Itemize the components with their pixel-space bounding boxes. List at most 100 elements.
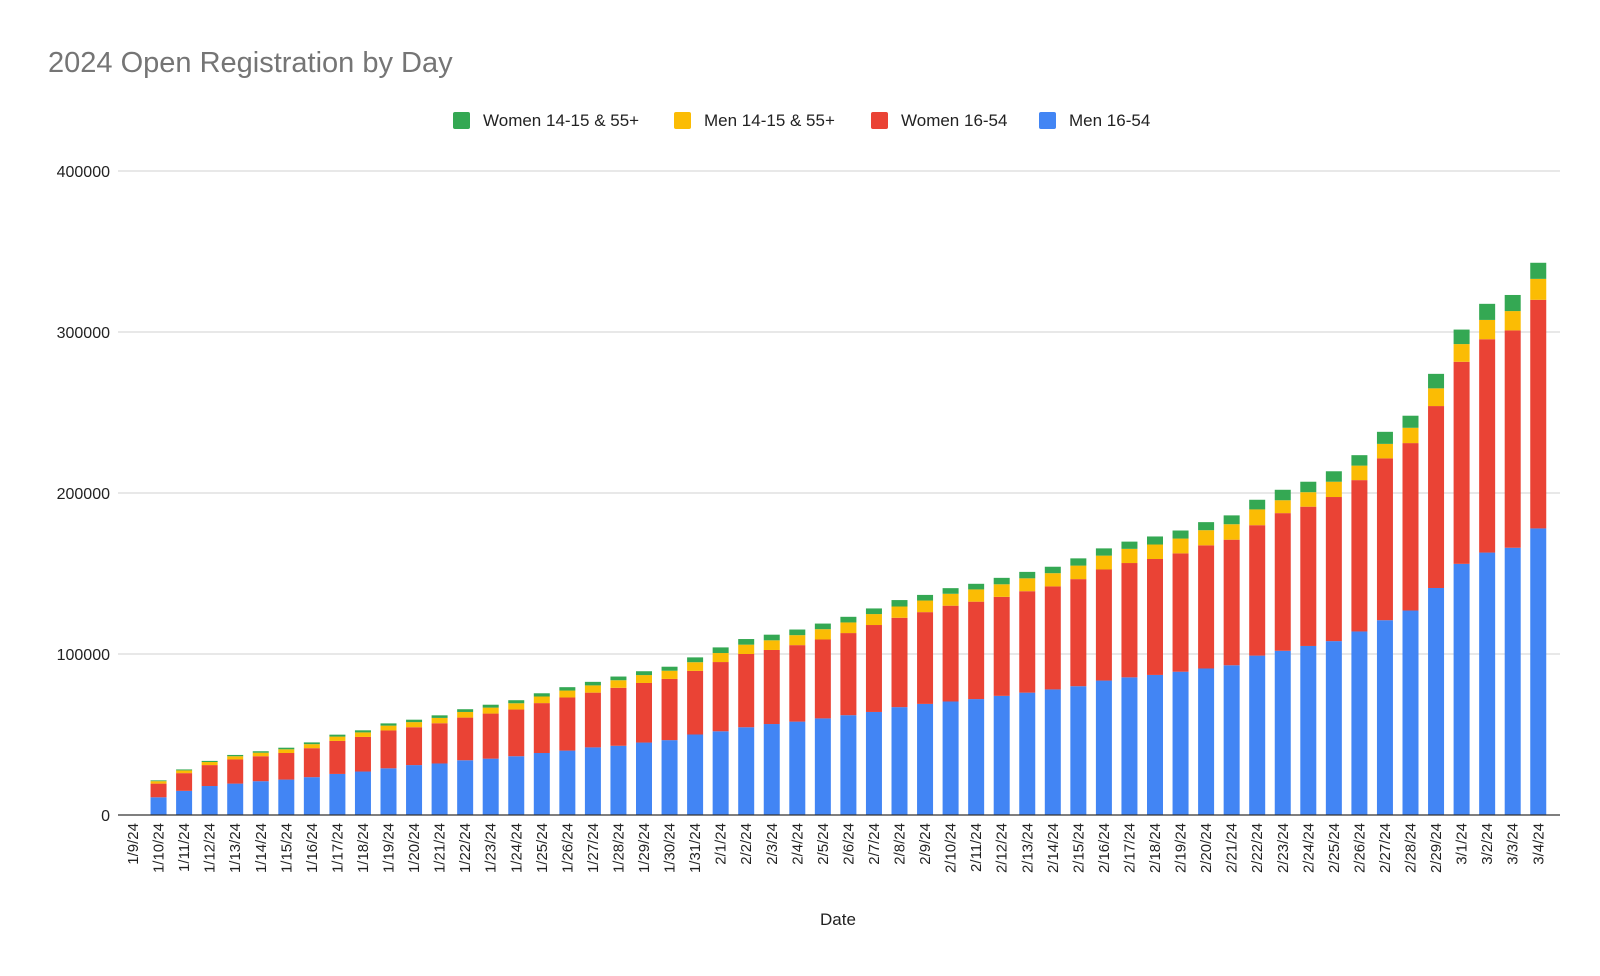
bar-men-14-15-55 xyxy=(1249,509,1266,526)
bar-women-16-54 xyxy=(917,612,934,704)
bar-women-16-54 xyxy=(584,692,601,748)
bar-men-14-15-55 xyxy=(993,584,1010,597)
bar-men-16-54 xyxy=(1223,665,1240,815)
bar-men-14-15-55 xyxy=(329,736,346,741)
bar-women-14-15-55 xyxy=(431,715,448,718)
x-tick-label: 2/27/24 xyxy=(1377,823,1394,873)
x-tick-label: 1/12/24 xyxy=(202,823,219,873)
bar-women-14-15-55 xyxy=(457,709,474,712)
bar-women-16-54 xyxy=(1504,330,1521,548)
bar-women-14-15-55 xyxy=(789,629,806,636)
bar-women-16-54 xyxy=(1172,553,1189,672)
bar-men-16-54 xyxy=(1249,655,1266,815)
bar-men-14-15-55 xyxy=(201,762,218,766)
bar-women-16-54 xyxy=(1249,525,1266,656)
bar-men-16-54 xyxy=(1402,610,1419,815)
x-tick-label: 1/14/24 xyxy=(253,823,270,873)
bar-men-16-54 xyxy=(1044,689,1061,815)
x-tick-label: 1/31/24 xyxy=(687,823,704,873)
x-tick-label: 1/28/24 xyxy=(610,823,627,873)
bar-men-16-54 xyxy=(584,747,601,815)
bar-men-16-54 xyxy=(1147,674,1163,815)
bar-women-14-15-55 xyxy=(1095,548,1112,556)
bar-women-14-15-55 xyxy=(1376,431,1393,444)
x-tick-label: 1/9/24 xyxy=(125,823,142,865)
bar-men-14-15-55 xyxy=(431,717,448,724)
bar-men-16-54 xyxy=(227,783,244,815)
bar-women-16-54 xyxy=(763,649,780,725)
bar-men-14-15-55 xyxy=(1428,388,1445,407)
bar-men-14-15-55 xyxy=(917,600,934,613)
bar-men-16-54 xyxy=(1530,528,1547,815)
x-tick-label: 1/25/24 xyxy=(534,823,551,873)
bar-women-14-15-55 xyxy=(406,719,423,723)
x-tick-label: 2/26/24 xyxy=(1351,823,1368,873)
legend-label-men-16-54: Men 16-54 xyxy=(1069,111,1150,130)
bar-women-14-15-55 xyxy=(150,780,167,782)
x-tick-label: 2/19/24 xyxy=(1173,823,1190,873)
x-tick-label: 2/28/24 xyxy=(1403,823,1420,873)
y-tick-label: 0 xyxy=(101,808,110,825)
bar-women-16-54 xyxy=(1223,539,1240,666)
bar-men-14-15-55 xyxy=(559,690,576,698)
bar-women-16-54 xyxy=(1428,406,1445,588)
x-tick-label: 2/22/24 xyxy=(1249,823,1266,873)
bar-women-14-15-55 xyxy=(636,671,652,676)
x-tick-label: 1/21/24 xyxy=(432,823,449,873)
bar-men-14-15-55 xyxy=(814,629,831,640)
bar-men-16-54 xyxy=(1300,645,1317,815)
legend-label-women-14-15-55: Women 14-15 & 55+ xyxy=(483,111,639,130)
bar-women-14-15-55 xyxy=(1351,455,1368,466)
bar-women-16-54 xyxy=(252,756,269,782)
x-tick-label: 1/20/24 xyxy=(406,823,423,873)
bar-women-16-54 xyxy=(1274,513,1291,651)
bar-men-16-54 xyxy=(508,756,525,815)
x-tick-label: 2/6/24 xyxy=(840,823,857,865)
bar-women-16-54 xyxy=(457,717,474,761)
bar-women-14-15-55 xyxy=(993,577,1010,585)
bar-men-16-54 xyxy=(354,771,371,815)
bar-women-14-15-55 xyxy=(712,647,729,654)
bar-women-16-54 xyxy=(1530,299,1547,529)
x-tick-label: 1/27/24 xyxy=(585,823,602,873)
bar-men-14-15-55 xyxy=(1325,481,1342,498)
bar-women-14-15-55 xyxy=(329,734,346,737)
bar-women-16-54 xyxy=(661,678,678,741)
bar-women-16-54 xyxy=(303,748,320,778)
bar-men-16-54 xyxy=(1376,620,1393,815)
bar-men-16-54 xyxy=(763,724,780,815)
bar-women-16-54 xyxy=(201,765,218,787)
bar-women-16-54 xyxy=(329,740,346,774)
x-tick-label: 2/29/24 xyxy=(1428,823,1445,873)
bar-men-16-54 xyxy=(661,740,678,815)
y-tick-label: 200000 xyxy=(57,486,110,503)
bar-men-14-15-55 xyxy=(533,696,550,704)
bar-men-16-54 xyxy=(814,718,831,815)
bar-men-14-15-55 xyxy=(354,732,371,737)
bar-women-14-15-55 xyxy=(865,608,882,615)
legend-label-women-16-54: Women 16-54 xyxy=(901,111,1007,130)
bar-men-14-15-55 xyxy=(1044,573,1061,587)
bar-women-16-54 xyxy=(636,682,652,743)
x-tick-label: 1/30/24 xyxy=(662,823,679,873)
bar-women-14-15-55 xyxy=(176,769,193,771)
bar-men-14-15-55 xyxy=(508,703,525,710)
bar-men-14-15-55 xyxy=(150,781,167,784)
x-tick-label: 2/14/24 xyxy=(1045,823,1062,873)
bar-women-14-15-55 xyxy=(1274,489,1291,501)
bar-men-14-15-55 xyxy=(1504,311,1521,331)
x-tick-label: 3/2/24 xyxy=(1479,823,1496,865)
bar-men-14-15-55 xyxy=(1198,530,1215,546)
bar-men-14-15-55 xyxy=(1147,544,1163,560)
bar-women-16-54 xyxy=(865,625,882,712)
x-tick-label: 2/5/24 xyxy=(815,823,832,865)
bar-women-16-54 xyxy=(1044,586,1061,690)
x-tick-label: 2/24/24 xyxy=(1300,823,1317,873)
bar-men-14-15-55 xyxy=(457,711,474,718)
x-tick-label: 2/2/24 xyxy=(738,823,755,865)
bar-women-16-54 xyxy=(150,783,167,798)
bar-men-14-15-55 xyxy=(763,640,780,650)
bar-women-16-54 xyxy=(610,687,627,746)
x-tick-label: 2/17/24 xyxy=(1121,823,1138,873)
bar-women-14-15-55 xyxy=(1428,373,1445,389)
